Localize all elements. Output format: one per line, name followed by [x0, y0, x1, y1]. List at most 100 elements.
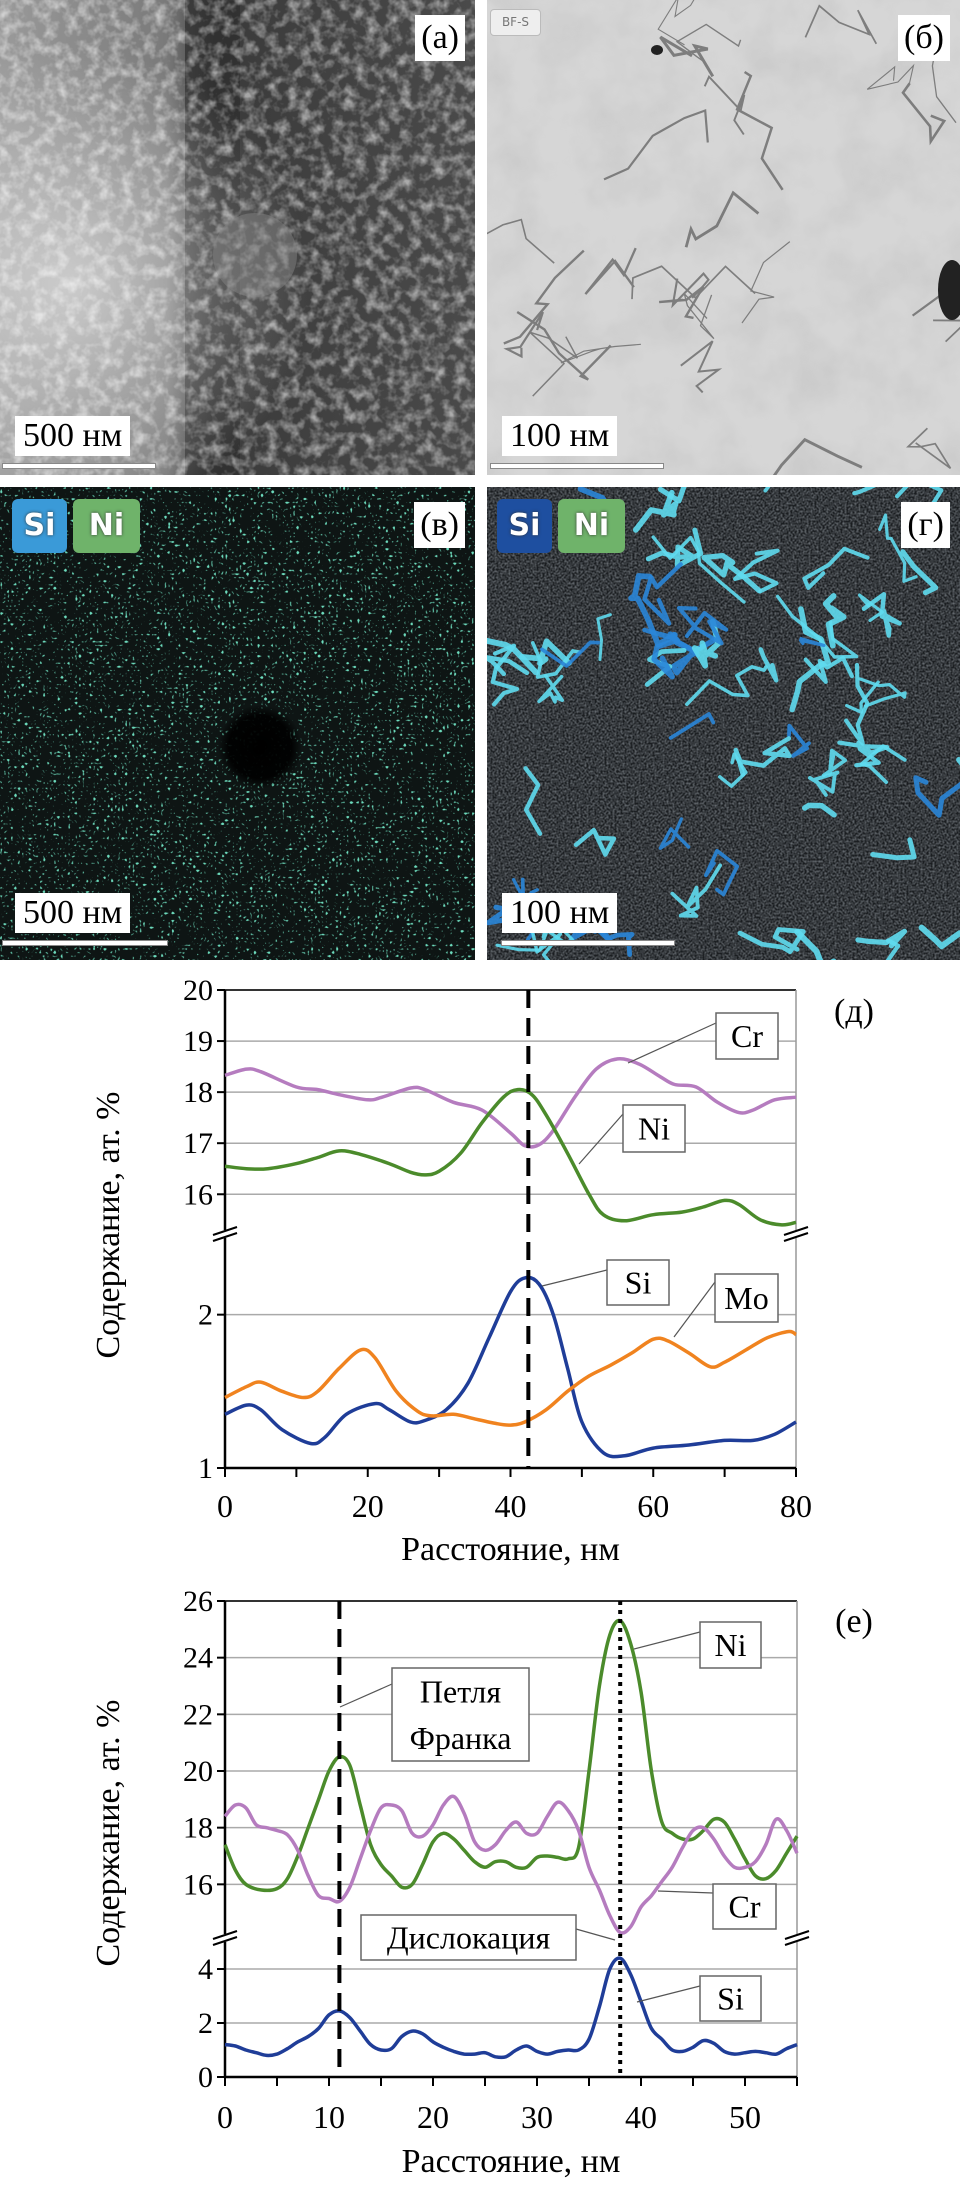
grain-boundary [658, 285, 705, 320]
grain-boundary [741, 241, 791, 324]
annotation-label: Si [717, 1981, 744, 2017]
series-line-ni [224, 1087, 797, 1227]
segregation-network [487, 637, 539, 676]
axis-break-gap [211, 1230, 239, 1238]
annotation-box [622, 1104, 686, 1153]
grain-boundary [603, 108, 709, 181]
grain-boundary [659, 35, 715, 78]
panel-label: (е) [835, 1603, 873, 1640]
y-axis-label: Содержание, ат. % [90, 1092, 127, 1359]
segregation-network [733, 548, 780, 594]
eds-map-d: Si Ni (г) 100 нм [487, 487, 960, 960]
segregation-network [523, 766, 543, 836]
segregation-network [803, 655, 854, 684]
segregation-network [852, 487, 944, 512]
annotation-box [714, 1273, 779, 1323]
grain-boundary [503, 311, 544, 359]
axis-break-mark [784, 1936, 810, 1946]
scale-bar-a [2, 463, 156, 469]
segregation-network [632, 489, 679, 533]
segregation-network [798, 637, 826, 647]
series-line-si [224, 1275, 797, 1459]
grain-boundary [560, 343, 641, 364]
series-line-si [224, 1956, 798, 2060]
grain-boundary [675, 23, 742, 64]
segregation-network [668, 712, 716, 740]
annotation-box [699, 1621, 762, 1669]
grain-boundary [866, 63, 915, 90]
segregation-network [802, 546, 870, 590]
segregation-network [878, 513, 918, 583]
annotation-box [699, 1975, 762, 2022]
annotation-leader [633, 1631, 701, 1650]
panel-label: (д) [834, 993, 874, 1030]
segregation-network [670, 863, 722, 918]
segregation-network [844, 662, 870, 746]
scale-bar-b [490, 463, 664, 469]
element-badge-si: Si [12, 499, 67, 553]
x-tick-label: 0 [217, 1488, 233, 1524]
x-tick-label: 20 [417, 2099, 449, 2135]
segregation-network [885, 938, 901, 960]
x-tick-label: 0 [217, 2099, 233, 2135]
y-tick-label: 19 [183, 1025, 213, 1058]
micrograph-b: BF-S (б) 100 нм [487, 0, 960, 475]
y-tick-label: 18 [183, 1076, 213, 1109]
segregation-network [691, 618, 722, 669]
segregation-network [822, 593, 847, 649]
annotation-box [391, 1667, 530, 1762]
segregation-network [837, 740, 890, 768]
element-badge-si: Si [497, 499, 552, 553]
scale-bar-d [501, 940, 675, 946]
annotation-label: Петля [420, 1673, 501, 1709]
x-tick-label: 30 [521, 2099, 553, 2135]
y-tick-label: 17 [183, 1127, 213, 1160]
segregation-network [568, 924, 635, 957]
segregation-network [573, 827, 617, 857]
scale-bar-label-b: 100 нм [502, 416, 618, 456]
series-line-cr [223, 1794, 799, 1935]
segregation-network [519, 638, 572, 667]
segregation-network [794, 928, 837, 960]
segregation-network [733, 736, 792, 777]
segregation-network [859, 744, 907, 785]
series-line-cr [224, 1057, 797, 1149]
scale-bar-label-c: 500 нм [15, 893, 131, 933]
y-tick-label: 1 [198, 1452, 213, 1485]
segregation-network [658, 817, 691, 850]
scale-bar-c [2, 940, 168, 946]
axis-break-gap [782, 1230, 810, 1238]
panel-label-a: (а) [415, 15, 465, 61]
grain-boundary [680, 340, 723, 394]
eds-map-c: Si Ni (в) 500 нм [0, 487, 475, 960]
imaging-mode-badge: BF-S [490, 9, 541, 36]
segregation-network [596, 613, 612, 661]
grain-boundary [631, 265, 756, 300]
annotation-label: Ni [638, 1111, 670, 1147]
segregation-network [537, 674, 565, 704]
annotation-box [606, 1259, 670, 1306]
grain-boundary [804, 4, 878, 45]
y-tick-label: 4 [198, 1953, 213, 1986]
segregation-network [490, 643, 520, 707]
annotation-box [712, 1883, 777, 1930]
annotation-leader [636, 1985, 701, 2003]
y-tick-label: 20 [183, 1755, 213, 1788]
panel-label-d: (г) [901, 502, 950, 548]
scale-bar-label-d: 100 нм [502, 893, 618, 933]
annotation-label: Ni [715, 1627, 747, 1663]
series-line-ni [223, 1618, 799, 1893]
segregation-network [775, 594, 859, 659]
segregation-network [704, 848, 740, 897]
segregation-network [642, 562, 683, 626]
y-tick-label: 16 [183, 1178, 213, 1211]
series-line-mo [224, 1329, 797, 1427]
segregation-network [758, 647, 779, 683]
grain-boundary [529, 331, 579, 397]
annotation-label: Mo [724, 1280, 768, 1316]
y-tick-label: 26 [183, 1585, 213, 1618]
axis-break-mark [212, 1232, 238, 1242]
segregation-network [855, 928, 908, 949]
segregation-network [821, 748, 848, 778]
